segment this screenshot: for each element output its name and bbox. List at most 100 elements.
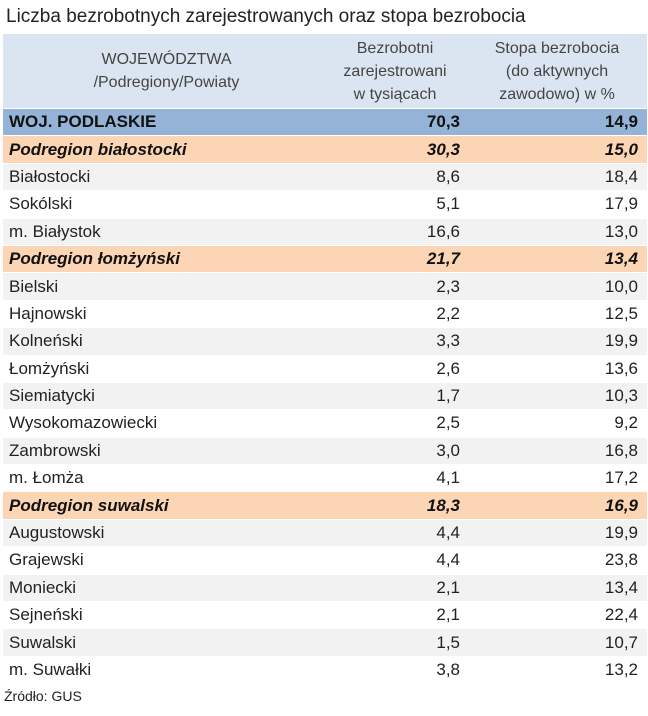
label-cell: Zambrowski	[9, 440, 101, 460]
value-cell: 13,4	[604, 249, 638, 269]
label-cell: Grajewski	[9, 550, 84, 570]
value-cell: 30,3	[426, 139, 460, 159]
value-cell: 4,1	[436, 468, 460, 488]
label-cell: Suwalski	[9, 632, 77, 652]
label-cell: m. Białystok	[9, 221, 101, 241]
value-cell: 12,5	[604, 303, 638, 323]
county-row: Augustowski 4,4 19,9	[3, 518, 647, 547]
county-row: m. Suwałki 3,8 13,2	[3, 655, 647, 684]
value-cell: 2,6	[436, 358, 460, 378]
label-cell: Moniecki	[9, 577, 77, 597]
county-row: Grajewski 4,4 23,8	[3, 546, 647, 574]
value-cell: 16,9	[604, 495, 638, 515]
value-cell: 19,9	[604, 523, 638, 543]
label-cell: Podregion suwalski	[9, 495, 169, 515]
value-cell: 1,7	[436, 386, 460, 406]
value-cell: 10,3	[604, 386, 638, 406]
value-cell: 13,0	[604, 221, 638, 241]
label-cell: Łomżyński	[9, 358, 90, 378]
label-cell: Kolneński	[9, 331, 83, 351]
county-row: Zambrowski 3,0 16,8	[3, 436, 647, 465]
label-cell: Augustowski	[9, 523, 105, 543]
value-cell: 9,2	[614, 413, 638, 433]
header-cell: Bezrobotni zarejestrowani w tysiącach	[320, 34, 470, 108]
value-cell: 10,0	[604, 276, 638, 296]
value-cell: 2,5	[436, 413, 460, 433]
value-cell: 16,6	[426, 221, 460, 241]
value-cell: 15,0	[604, 139, 638, 159]
county-row: m. Białystok 16,6 13,0	[3, 217, 647, 245]
header-line: w tysiącach	[353, 85, 437, 103]
county-row: Siemiatycki 1,7 10,3	[3, 381, 647, 410]
county-row: Białostocki 8,6 18,4	[3, 162, 647, 191]
source: Źródło: GUS	[4, 688, 82, 704]
header-line: (do aktywnych	[505, 62, 609, 80]
label-cell: Wysokomazowiecki	[9, 413, 158, 433]
value-cell: 14,9	[604, 112, 638, 132]
value-cell: 13,4	[604, 577, 638, 597]
label-cell: Hajnowski	[9, 303, 87, 323]
value-cell: 2,3	[436, 276, 460, 296]
label-cell: Sokólski	[9, 194, 73, 214]
value-cell: 17,2	[604, 468, 638, 488]
header-line: zawodowo) w %	[499, 85, 615, 103]
county-row: Łomżyński 2,6 13,6	[3, 354, 647, 382]
value-cell: 18,3	[426, 495, 460, 515]
value-cell: 18,4	[604, 166, 638, 186]
subregion-row: Podregion łomżyński 21,7 13,4	[3, 244, 647, 273]
county-row: Moniecki 2,1 13,4	[3, 573, 647, 602]
header-line: WOJEWÓDZTWA	[101, 51, 232, 68]
subregion-row: Podregion białostocki 30,3 15,0	[3, 135, 647, 163]
header-line: Stopa bezrobocia	[494, 39, 620, 57]
value-cell: 2,1	[436, 605, 460, 625]
value-cell: 2,1	[436, 577, 460, 597]
label-cell: Bielski	[9, 276, 59, 296]
county-row: Wysokomazowiecki 2,5 9,2	[3, 409, 647, 437]
value-cell: 16,8	[604, 440, 638, 460]
voivodeship-row: WOJ. PODLASKIE 70,3 14,9	[3, 108, 647, 136]
label-cell: Białostocki	[9, 166, 91, 186]
county-row: Suwalski 1,5 10,7	[3, 628, 647, 656]
label-cell: WOJ. PODLASKIE	[9, 112, 157, 132]
title: Liczba bezrobotnych zarejestrowanych ora…	[6, 6, 526, 27]
value-cell: 13,6	[604, 358, 638, 378]
value-cell: 8,6	[436, 166, 460, 186]
table-header: WOJEWÓDZTWA/Podregiony/Powiaty Bezrobotni…	[3, 34, 647, 108]
value-cell: 17,9	[604, 194, 638, 214]
value-cell: 22,4	[604, 605, 638, 625]
value-cell: 3,0	[436, 440, 460, 460]
label-cell: Podregion łomżyński	[9, 249, 180, 269]
header-cell: Stopa bezrobocia (do aktywnych zawodowo) w…	[472, 34, 642, 108]
value-cell: 70,3	[426, 112, 460, 132]
county-row: Bielski 2,3 10,0	[3, 272, 647, 300]
value-cell: 21,7	[426, 249, 460, 269]
header-line: /Podregiony/Powiaty	[93, 74, 240, 91]
county-row: Sokólski 5,1 17,9	[3, 190, 647, 218]
value-cell: 10,7	[604, 632, 638, 652]
value-cell: 5,1	[436, 194, 460, 214]
label-cell: Siemiatycki	[9, 386, 95, 406]
value-cell: 4,4	[436, 523, 460, 543]
header-line: zarejestrowani	[343, 62, 447, 80]
value-cell: 2,2	[436, 303, 460, 323]
county-row: Sejneński 2,1 22,4	[3, 601, 647, 629]
subregion-row: Podregion suwalski 18,3 16,9	[3, 491, 647, 519]
value-cell: 3,3	[436, 331, 460, 351]
label-cell: m. Łomża	[9, 468, 84, 488]
value-cell: 4,4	[436, 550, 460, 570]
county-row: Hajnowski 2,2 12,5	[3, 299, 647, 328]
value-cell: 19,9	[604, 331, 638, 351]
value-cell: 13,2	[604, 660, 638, 679]
value-cell: 23,8	[604, 550, 638, 570]
value-cell: 3,8	[436, 660, 460, 679]
header-line: Bezrobotni	[356, 39, 434, 57]
label-cell: Sejneński	[9, 605, 83, 625]
label-cell: Podregion białostocki	[9, 139, 187, 159]
table: WOJEWÓDZTWA/Podregiony/Powiaty Bezrobotni…	[3, 34, 647, 684]
county-row: Kolneński 3,3 19,9	[3, 327, 647, 355]
header-cell: WOJEWÓDZTWA/Podregiony/Powiaty	[3, 34, 330, 108]
county-row: m. Łomża 4,1 17,2	[3, 464, 647, 492]
value-cell: 1,5	[436, 632, 460, 652]
label-cell: m. Suwałki	[9, 660, 92, 679]
